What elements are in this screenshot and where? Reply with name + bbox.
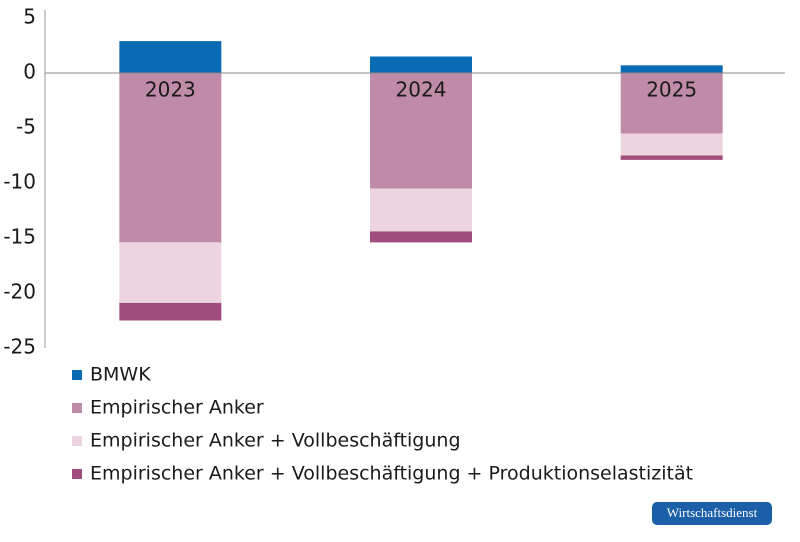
y-tick-label: -10 <box>3 170 36 194</box>
legend-label: Empirischer Anker + Vollbeschäftigung + … <box>90 463 693 485</box>
legend-swatch <box>72 436 82 446</box>
y-tick-label: -15 <box>3 225 36 249</box>
legend-swatch <box>72 370 82 380</box>
bar-segment <box>620 73 723 134</box>
badge: Wirtschaftsdienst <box>667 505 758 520</box>
bar-segment <box>370 73 472 189</box>
y-tick-label: -25 <box>3 335 36 359</box>
badge-background <box>652 502 772 525</box>
bar-segment <box>119 302 222 321</box>
bar-segment <box>370 56 472 73</box>
bar-segment <box>620 133 723 156</box>
bar-segment <box>370 188 472 232</box>
legend-label: BMWK <box>90 364 151 386</box>
bar-segment <box>119 41 222 73</box>
legend-swatch <box>72 469 82 479</box>
bar-segment <box>370 231 472 243</box>
legend-swatch <box>72 403 82 413</box>
y-tick-label: -5 <box>16 115 36 139</box>
y-tick-label: -20 <box>3 280 36 304</box>
bar-segment <box>119 73 222 243</box>
legend-label: Empirischer Anker <box>90 397 264 419</box>
category-label: 2025 <box>646 78 697 102</box>
category-label: 2023 <box>145 78 196 102</box>
legend-label: Empirischer Anker + Vollbeschäftigung <box>90 430 461 452</box>
bar-segment <box>620 65 723 73</box>
bar-segment <box>119 242 222 303</box>
category-label: 2024 <box>396 78 447 102</box>
y-tick-label: 5 <box>23 5 36 29</box>
y-tick-label: 0 <box>23 60 36 84</box>
bar-segment <box>620 155 723 160</box>
